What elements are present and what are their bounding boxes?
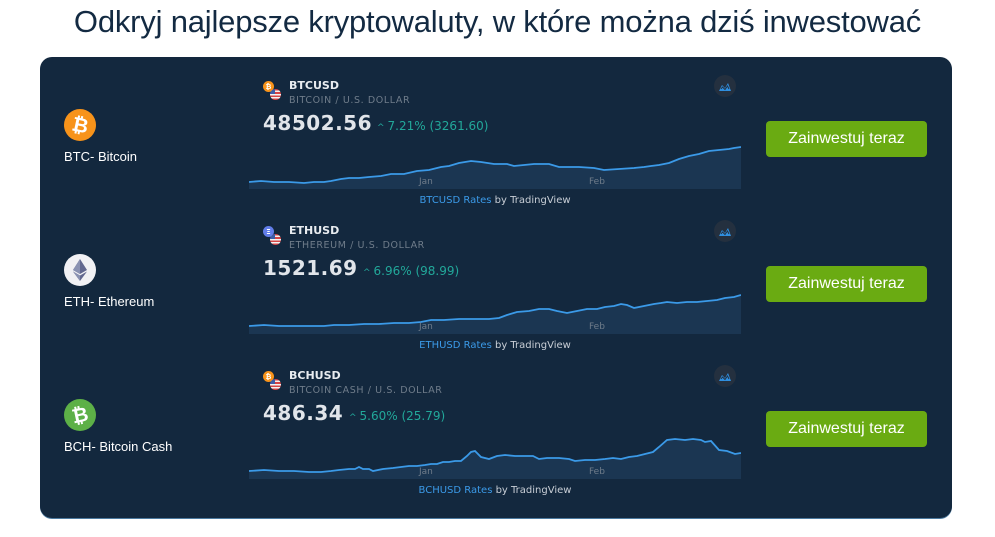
price: 1521.69 — [263, 256, 358, 280]
ethereum-icon — [64, 254, 96, 286]
x-axis-label: Feb — [589, 177, 605, 187]
symbol[interactable]: BTCUSD — [289, 79, 339, 92]
coin-label: BCH- Bitcoin Cash — [64, 439, 173, 454]
invest-now-button-eth[interactable]: Zainwestuj teraz — [766, 266, 927, 302]
price-chart[interactable] — [249, 137, 741, 189]
price-chart[interactable] — [249, 282, 741, 334]
rates-link[interactable]: BCHUSD Rates — [418, 485, 493, 496]
pair-icon: ₿ — [263, 371, 283, 391]
tradingview-logo-button[interactable] — [714, 220, 736, 242]
coin-info: ETH- Ethereum — [64, 254, 154, 309]
invest-now-button-btc[interactable]: Zainwestuj teraz — [766, 121, 927, 157]
price-change: ^ 5.60% (25.79) — [349, 409, 446, 423]
tradingview-icon — [719, 372, 731, 381]
tradingview-icon — [719, 82, 731, 91]
price-change: ^ 7.21% (3261.60) — [377, 119, 489, 133]
tradingview-widget[interactable]: ₿ BCHUSD BITCOIN CASH / U.S. DOLLAR 486.… — [249, 365, 741, 496]
arrow-up-icon: ^ — [377, 123, 385, 133]
crypto-panel: ₿ BTC- Bitcoin ₿ BTCUSD BITCOIN / U.S. D… — [40, 57, 952, 518]
invest-now-button-bch[interactable]: Zainwestuj teraz — [766, 411, 927, 447]
crypto-row-eth: ETH- Ethereum Ξ ETHUSD ETHEREUM / U.S. D… — [40, 202, 952, 351]
tradingview-widget[interactable]: Ξ ETHUSD ETHEREUM / U.S. DOLLAR 1521.69 … — [249, 220, 741, 351]
pair-icon: ₿ — [263, 81, 283, 101]
x-axis-label: Feb — [589, 322, 605, 332]
page-title: Odkryj najlepsze kryptowaluty, w które m… — [73, 4, 922, 39]
coin-info: ₿ BCH- Bitcoin Cash — [64, 399, 172, 454]
tradingview-credit: BCHUSD Rates by TradingView — [418, 485, 572, 496]
us-flag-icon — [270, 234, 281, 245]
crypto-row-btc: ₿ BTC- Bitcoin ₿ BTCUSD BITCOIN / U.S. D… — [40, 57, 952, 206]
price-change: ^ 6.96% (98.99) — [363, 264, 460, 278]
us-flag-icon — [270, 379, 281, 390]
coin-info: ₿ BTC- Bitcoin — [64, 109, 137, 164]
bitcoin-cash-mini-icon: ₿ — [263, 371, 274, 382]
arrow-up-icon: ^ — [349, 413, 357, 423]
bitcoin-cash-icon: ₿ — [64, 399, 96, 431]
price-chart[interactable] — [249, 427, 741, 479]
crypto-row-bch: ₿ BCH- Bitcoin Cash ₿ BCHUSD BITCOIN CAS… — [40, 347, 952, 496]
symbol-description: ETHEREUM / U.S. DOLLAR — [289, 240, 425, 251]
symbol-description: BITCOIN / U.S. DOLLAR — [289, 95, 411, 106]
tradingview-credit: BTCUSD Rates by TradingView — [419, 195, 571, 206]
symbol-description: BITCOIN CASH / U.S. DOLLAR — [289, 385, 443, 396]
price: 48502.56 — [263, 111, 373, 135]
x-axis-label: Jan — [419, 177, 433, 187]
coin-label: ETH- Ethereum — [64, 294, 155, 309]
tradingview-credit: ETHUSD Rates by TradingView — [419, 340, 571, 351]
coin-label: BTC- Bitcoin — [64, 149, 137, 164]
bitcoin-icon: ₿ — [64, 109, 96, 141]
rates-link[interactable]: BTCUSD Rates — [419, 195, 492, 206]
pair-icon: Ξ — [263, 226, 283, 246]
tradingview-logo-button[interactable] — [714, 365, 736, 387]
tradingview-logo-button[interactable] — [714, 75, 736, 97]
x-axis-label: Feb — [589, 467, 605, 477]
price: 486.34 — [263, 401, 344, 425]
ethereum-mini-icon: Ξ — [263, 226, 274, 237]
x-axis-label: Jan — [419, 322, 433, 332]
tradingview-icon — [719, 227, 731, 236]
us-flag-icon — [270, 89, 281, 100]
x-axis-label: Jan — [419, 467, 433, 477]
symbol[interactable]: BCHUSD — [289, 369, 341, 382]
symbol[interactable]: ETHUSD — [289, 224, 340, 237]
rates-link[interactable]: ETHUSD Rates — [419, 340, 492, 351]
arrow-up-icon: ^ — [363, 268, 371, 278]
bitcoin-mini-icon: ₿ — [263, 81, 274, 92]
tradingview-widget[interactable]: ₿ BTCUSD BITCOIN / U.S. DOLLAR 48502.56 … — [249, 75, 741, 206]
